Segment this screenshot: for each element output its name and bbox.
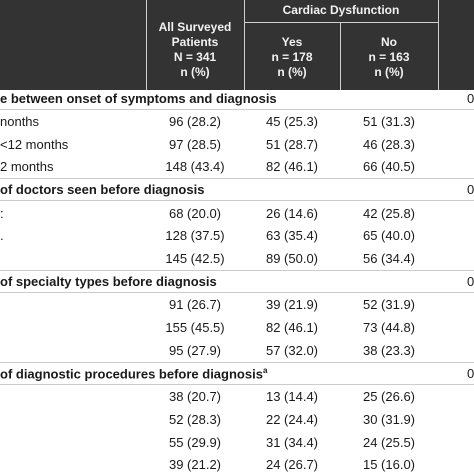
no-label: No xyxy=(381,35,397,49)
cell-all: 96 (28.2) xyxy=(168,114,222,129)
all-patients-unit: n (%) xyxy=(180,65,210,79)
all-patients-line2: Patients xyxy=(171,35,219,49)
section-p-value: 0 xyxy=(467,91,474,106)
row-divider xyxy=(0,384,474,385)
cell-no: 25 (26.6) xyxy=(362,389,416,404)
row-label: . xyxy=(0,228,4,243)
cell-no: 66 (40.5) xyxy=(362,159,416,174)
cell-yes: 57 (32.0) xyxy=(265,343,319,358)
cell-yes: 82 (46.1) xyxy=(265,320,319,335)
cell-all: 155 (45.5) xyxy=(165,320,225,335)
row-divider xyxy=(0,292,474,293)
row-label: : xyxy=(0,206,4,221)
header-divider xyxy=(244,22,438,23)
yes-heading: Yes n = 178 n (%) xyxy=(244,35,340,80)
cell-yes: 31 (34.4) xyxy=(265,435,319,450)
section-title-specialty-types: of specialty types before diagnosis xyxy=(0,274,217,289)
cell-no: 56 (34.4) xyxy=(362,251,416,266)
cell-no: 52 (31.9) xyxy=(362,297,416,312)
no-heading: No n = 163 n (%) xyxy=(340,35,438,80)
header-divider-mid xyxy=(244,0,245,90)
cell-yes: 89 (50.0) xyxy=(265,251,319,266)
cell-all: 97 (28.5) xyxy=(168,137,222,152)
header-divider-inner xyxy=(340,22,341,90)
cell-all: 52 (28.3) xyxy=(168,412,222,427)
yes-unit: n (%) xyxy=(277,65,307,79)
cardiac-dysfunction-heading: Cardiac Dysfunction xyxy=(282,3,400,17)
cell-yes: 26 (14.6) xyxy=(265,206,319,221)
cell-all: 145 (42.5) xyxy=(165,251,225,266)
cell-yes: 51 (28.7) xyxy=(265,137,319,152)
cell-yes: 24 (26.7) xyxy=(265,457,319,472)
cell-yes: 39 (21.9) xyxy=(265,297,319,312)
row-label: nonths xyxy=(0,114,40,129)
section-title-time-to-diagnosis: e between onset of symptoms and diagnosi… xyxy=(0,91,277,106)
cell-all: 39 (21.2) xyxy=(168,457,222,472)
section-divider xyxy=(0,270,474,271)
all-patients-n: N = 341 xyxy=(173,50,217,64)
section-title-diagnostic-procedures: of diagnostic procedures before diagnosi… xyxy=(0,366,268,382)
cell-no: 38 (23.3) xyxy=(362,343,416,358)
section-divider xyxy=(0,178,474,179)
section-divider xyxy=(0,362,474,363)
cell-yes: 63 (35.4) xyxy=(265,228,319,243)
cell-all: 38 (20.7) xyxy=(168,389,222,404)
row-divider xyxy=(0,200,474,201)
cell-all: 91 (26.7) xyxy=(168,297,222,312)
all-patients-heading: All Surveyed Patients N = 341 n (%) xyxy=(146,20,244,80)
cell-no: 46 (28.3) xyxy=(362,137,416,152)
cell-yes: 82 (46.1) xyxy=(265,159,319,174)
cell-no: 65 (40.0) xyxy=(362,228,416,243)
cell-no: 15 (16.0) xyxy=(362,457,416,472)
footnote-marker: a xyxy=(262,366,268,375)
cell-no: 42 (25.8) xyxy=(362,206,416,221)
cell-no: 51 (31.3) xyxy=(362,114,416,129)
cell-yes: 45 (25.3) xyxy=(265,114,319,129)
row-label: 2 months xyxy=(0,159,54,174)
cell-no: 24 (25.5) xyxy=(362,435,416,450)
row-divider xyxy=(0,109,474,110)
cell-yes: 22 (24.4) xyxy=(265,412,319,427)
table-header: Cardiac Dysfunction All Surveyed Patient… xyxy=(0,0,474,90)
all-patients-line1: All Surveyed xyxy=(158,20,232,34)
section-p-value: 0 xyxy=(467,182,474,197)
section-p-value: 0 xyxy=(467,274,474,289)
section-p-value: 0 xyxy=(467,366,474,381)
cell-yes: 13 (14.4) xyxy=(265,389,319,404)
header-divider-right xyxy=(438,0,439,90)
section-title-doctors-seen: of doctors seen before diagnosis xyxy=(0,182,205,197)
header-divider-left xyxy=(146,0,147,90)
cell-all: 148 (43.4) xyxy=(165,159,225,174)
no-n: n = 163 xyxy=(368,50,410,64)
cell-all: 68 (20.0) xyxy=(168,206,222,221)
yes-label: Yes xyxy=(281,35,303,49)
row-label: <12 months xyxy=(0,137,69,152)
cell-all: 128 (37.5) xyxy=(165,228,225,243)
cell-no: 30 (31.9) xyxy=(362,412,416,427)
cell-all: 55 (29.9) xyxy=(168,435,222,450)
no-unit: n (%) xyxy=(374,65,404,79)
cell-all: 95 (27.9) xyxy=(168,343,222,358)
yes-n: n = 178 xyxy=(271,50,313,64)
cell-no: 73 (44.8) xyxy=(362,320,416,335)
